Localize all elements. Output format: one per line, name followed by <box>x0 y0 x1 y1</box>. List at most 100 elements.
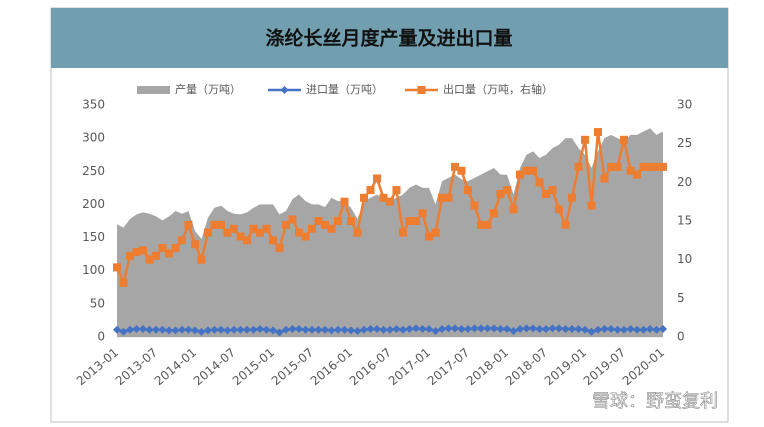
marker <box>184 325 193 334</box>
marker <box>119 278 128 287</box>
marker <box>184 220 193 229</box>
marker <box>490 324 498 333</box>
marker <box>204 228 212 237</box>
marker <box>405 217 414 225</box>
marker <box>353 228 362 237</box>
marker <box>178 236 186 245</box>
marker <box>243 325 251 334</box>
marker <box>165 249 173 258</box>
marker <box>269 326 277 335</box>
marker <box>113 325 121 334</box>
marker <box>243 236 251 245</box>
marker <box>529 166 537 175</box>
marker <box>581 325 589 334</box>
marker <box>132 325 141 334</box>
marker <box>236 325 245 334</box>
marker <box>145 255 154 264</box>
legend-swatch <box>137 86 170 94</box>
marker <box>626 325 635 334</box>
marker <box>659 162 667 171</box>
marker <box>126 251 134 260</box>
y2-tick-label: 10 <box>677 252 692 266</box>
marker <box>126 325 134 334</box>
marker <box>444 193 453 202</box>
marker <box>652 162 661 171</box>
marker <box>652 325 661 334</box>
marker <box>399 228 407 237</box>
marker <box>425 325 433 334</box>
marker <box>613 162 622 171</box>
marker <box>496 189 505 198</box>
marker <box>295 325 303 334</box>
y-tick-label: 150 <box>82 230 105 244</box>
marker <box>360 193 368 202</box>
area <box>117 128 663 337</box>
marker <box>561 220 570 229</box>
marker <box>139 246 147 255</box>
marker <box>464 186 472 195</box>
legend-label: 产量（万吨） <box>175 82 241 96</box>
marker <box>568 325 576 334</box>
marker <box>639 162 648 171</box>
marker <box>132 247 141 256</box>
marker <box>158 325 167 334</box>
marker <box>334 217 342 225</box>
marker <box>210 220 219 229</box>
marker <box>165 326 173 335</box>
marker <box>145 325 154 334</box>
marker <box>340 325 349 334</box>
marker <box>613 325 622 334</box>
marker <box>470 201 479 210</box>
marker <box>412 324 420 333</box>
marker <box>535 325 544 334</box>
marker <box>262 224 271 233</box>
marker <box>626 166 635 175</box>
marker <box>113 263 121 272</box>
marker <box>639 325 648 334</box>
marker <box>373 325 381 334</box>
marker <box>295 228 303 237</box>
marker <box>587 327 596 336</box>
marker <box>353 327 362 336</box>
marker <box>405 325 414 334</box>
marker <box>496 325 505 334</box>
marker <box>522 166 531 175</box>
legend-label: 进口量（万吨） <box>306 83 383 96</box>
chart-title: 涤纶长丝月度产量及进出口量 <box>265 27 512 50</box>
marker <box>399 325 407 334</box>
y-tick-label: 200 <box>82 197 105 211</box>
marker <box>633 325 641 334</box>
marker <box>503 325 511 334</box>
marker <box>119 327 128 336</box>
marker <box>217 325 225 334</box>
marker <box>522 324 531 333</box>
marker <box>308 224 316 233</box>
marker <box>542 325 550 334</box>
marker <box>158 244 167 253</box>
marker <box>620 135 628 144</box>
plot: 0501001502002503003500510152025302013-01… <box>74 82 693 388</box>
watermark: 雪球：野蛮复利 <box>592 391 718 412</box>
marker <box>477 220 485 229</box>
marker <box>477 324 485 333</box>
marker <box>607 162 615 171</box>
y-tick-label: 100 <box>82 263 105 277</box>
marker <box>425 232 433 241</box>
marker <box>178 325 186 334</box>
marker <box>451 324 459 333</box>
marker <box>392 325 401 334</box>
marker <box>282 325 290 334</box>
marker <box>379 193 388 202</box>
marker <box>490 209 498 218</box>
marker <box>431 327 440 336</box>
y-tick-label: 0 <box>97 330 105 344</box>
marker <box>594 128 602 137</box>
marker <box>418 325 427 334</box>
marker <box>548 186 557 195</box>
marker <box>516 170 524 179</box>
marker <box>607 325 615 334</box>
marker <box>197 255 206 264</box>
marker <box>288 215 297 224</box>
marker <box>568 193 576 202</box>
